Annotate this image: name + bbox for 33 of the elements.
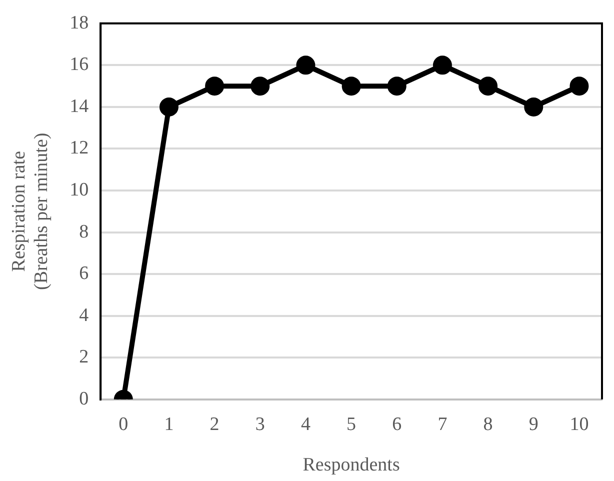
y-tick-label: 0 bbox=[79, 388, 89, 410]
point bbox=[570, 76, 589, 96]
x-tick-label: 2 bbox=[210, 414, 220, 435]
x-tick-label: 4 bbox=[300, 414, 311, 435]
x-tick-label: 9 bbox=[528, 414, 538, 435]
point bbox=[159, 97, 178, 116]
y-tick-label: 2 bbox=[79, 346, 89, 368]
x-tick-label: 3 bbox=[255, 414, 265, 435]
x-tick-label: 10 bbox=[570, 414, 589, 435]
point bbox=[250, 76, 270, 96]
y-tick-label: 6 bbox=[79, 263, 89, 284]
y-tick-label: 16 bbox=[70, 54, 89, 76]
y-tick-label: 12 bbox=[70, 138, 89, 159]
point bbox=[524, 97, 544, 116]
y-tick-label: 4 bbox=[79, 304, 90, 326]
x-tick-label: 1 bbox=[164, 414, 174, 435]
y-axis-title: Respiration rate (Breaths per minute) bbox=[8, 132, 52, 290]
point bbox=[296, 56, 316, 75]
x-tick-label: 5 bbox=[346, 414, 356, 435]
x-tick-label: 7 bbox=[438, 414, 448, 435]
y-tick-label: 14 bbox=[70, 96, 90, 117]
point bbox=[432, 56, 452, 75]
x-tick-label: 8 bbox=[483, 414, 493, 435]
y-tick-label: 18 bbox=[70, 12, 89, 34]
y-tick-label: 10 bbox=[70, 179, 89, 200]
x-tick-label: 6 bbox=[392, 414, 402, 435]
point bbox=[478, 76, 498, 96]
y-tick-label: 8 bbox=[79, 221, 89, 242]
point bbox=[342, 76, 361, 96]
point bbox=[205, 76, 224, 96]
x-axis-title: Respondents bbox=[302, 454, 400, 476]
x-tick-label: 0 bbox=[118, 414, 128, 435]
point bbox=[387, 76, 406, 96]
